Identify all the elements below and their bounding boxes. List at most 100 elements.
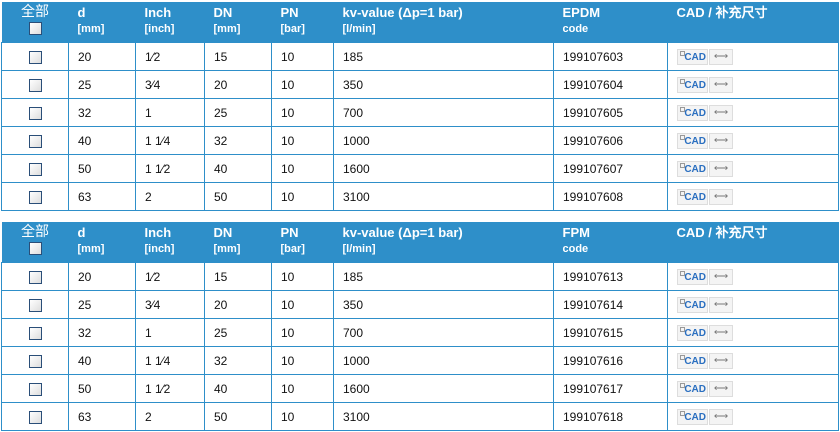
table-row: 40 1 1⁄4 32 10 1000 199107606 CAD ⟷ [1,126,839,155]
cad-download-icon[interactable]: CAD [677,188,708,205]
cad-download-icon[interactable]: CAD [677,324,708,341]
row-select-cell [1,154,69,183]
column-title-kv: kv-value (Δp=1 bar) [342,225,463,240]
cell-kv: 350 [333,290,554,319]
column-header-code: FPM code [553,222,668,263]
table-row: 40 1 1⁄4 32 10 1000 199107616 CAD ⟷ [1,346,839,375]
column-header-pn: PN [bar] [271,2,334,43]
row-checkbox[interactable] [28,190,42,204]
cad-download-icon[interactable]: CAD [677,104,708,121]
row-checkbox[interactable] [28,298,42,312]
cell-code: 199107615 [553,318,668,347]
cell-kv: 1000 [333,346,554,375]
cell-d: 50 [68,154,136,183]
cell-dn: 15 [204,42,272,71]
dimension-icon[interactable]: ⟷ [709,132,733,149]
column-header-pn: PN [bar] [271,222,334,263]
table-row: 25 3⁄4 20 10 350 199107604 CAD ⟷ [1,70,839,99]
cad-download-icon[interactable]: CAD [677,160,708,177]
cell-kv: 700 [333,98,554,127]
table-row: 32 1 25 10 700 199107615 CAD ⟷ [1,318,839,347]
cad-download-icon[interactable]: CAD [677,48,708,65]
header-row: 全部 d [mm] Inch [inch] DN [mm] PN [bar] kv-value (… [1,2,839,43]
cell-kv: 1600 [333,154,554,183]
table-row: 63 2 50 10 3100 199107608 CAD ⟷ [1,182,839,211]
table-row: 63 2 50 10 3100 199107618 CAD ⟷ [1,402,839,431]
dimension-icon[interactable]: ⟷ [709,324,733,341]
cell-cad: CAD ⟷ [667,290,839,319]
row-checkbox[interactable] [28,134,42,148]
cell-d: 63 [68,402,136,431]
cell-inch: 1 [135,98,205,127]
dimension-icon[interactable]: ⟷ [709,268,733,285]
column-header-d: d [mm] [68,222,136,263]
row-checkbox[interactable] [28,410,42,424]
row-select-cell [1,290,69,319]
cell-pn: 10 [271,182,334,211]
dimension-icon[interactable]: ⟷ [709,104,733,121]
row-checkbox[interactable] [28,50,42,64]
row-checkbox[interactable] [28,78,42,92]
row-select-cell [1,374,69,403]
select-all-checkbox[interactable] [28,22,42,35]
cell-kv: 700 [333,318,554,347]
cell-d: 50 [68,374,136,403]
dimension-icon[interactable]: ⟷ [709,188,733,205]
row-checkbox[interactable] [28,382,42,396]
dimension-icon[interactable]: ⟷ [709,76,733,93]
cell-dn: 40 [204,374,272,403]
cell-dn: 40 [204,154,272,183]
row-checkbox[interactable] [28,354,42,368]
dimension-icon[interactable]: ⟷ [709,408,733,425]
row-checkbox[interactable] [28,162,42,176]
cell-dn: 32 [204,126,272,155]
cell-d: 40 [68,346,136,375]
cell-dn: 25 [204,98,272,127]
cell-cad: CAD ⟷ [667,374,839,403]
dimension-icon[interactable]: ⟷ [709,380,733,397]
cell-inch: 1 1⁄2 [135,374,205,403]
row-checkbox[interactable] [28,270,42,284]
dimension-icon[interactable]: ⟷ [709,48,733,65]
cell-kv: 350 [333,70,554,99]
cad-download-icon[interactable]: CAD [677,76,708,93]
cell-inch: 1⁄2 [135,262,205,291]
cell-code: 199107614 [553,290,668,319]
row-select-cell [1,262,69,291]
cell-cad: CAD ⟷ [667,318,839,347]
cell-pn: 10 [271,70,334,99]
column-header-dn: DN [mm] [204,2,272,43]
cad-download-icon[interactable]: CAD [677,380,708,397]
cad-download-icon[interactable]: CAD [677,352,708,369]
select-all-checkbox[interactable] [28,242,42,255]
cell-inch: 2 [135,182,205,211]
cad-download-icon[interactable]: CAD [677,268,708,285]
cell-inch: 3⁄4 [135,290,205,319]
column-title-pn: PN [280,5,299,20]
row-checkbox[interactable] [28,326,42,340]
cad-download-icon[interactable]: CAD [677,132,708,149]
cell-kv: 1600 [333,374,554,403]
column-title-kv: kv-value (Δp=1 bar) [342,5,463,20]
column-unit-code: code [562,23,589,35]
cell-dn: 25 [204,318,272,347]
cell-code: 199107617 [553,374,668,403]
row-select-cell [1,318,69,347]
cell-d: 25 [68,290,136,319]
cad-download-icon[interactable]: CAD [677,408,708,425]
cell-dn: 32 [204,346,272,375]
cell-code: 199107606 [553,126,668,155]
cell-inch: 2 [135,402,205,431]
cell-kv: 1000 [333,126,554,155]
select-all-header: 全部 [1,222,69,263]
row-checkbox[interactable] [28,106,42,120]
dimension-icon[interactable]: ⟷ [709,160,733,177]
dimension-icon[interactable]: ⟷ [709,352,733,369]
column-header-inch: Inch [inch] [135,2,205,43]
column-unit-d: [mm] [77,243,105,255]
row-select-cell [1,42,69,71]
column-title-d: d [77,5,86,20]
dimension-icon[interactable]: ⟷ [709,296,733,313]
row-select-cell [1,346,69,375]
cad-download-icon[interactable]: CAD [677,296,708,313]
